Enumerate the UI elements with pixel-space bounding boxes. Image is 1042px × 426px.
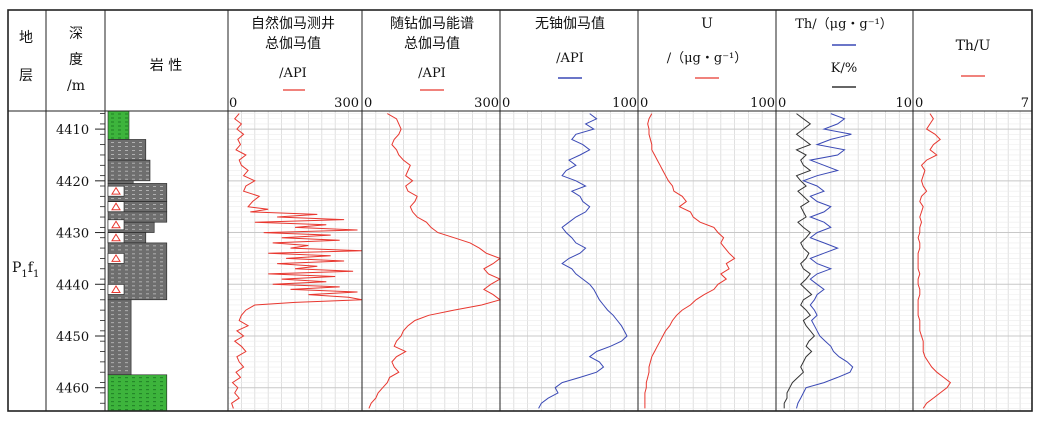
curve-thk-Th	[796, 113, 854, 409]
tuff-triangle	[111, 284, 121, 293]
formation-mid: f	[28, 260, 35, 276]
u-tick-min: 0	[640, 96, 648, 111]
sgr-tick-min: 0	[229, 96, 237, 111]
thk-tick-min: 0	[778, 96, 786, 111]
formation-base: P	[12, 260, 21, 276]
depth-label: 4460	[56, 382, 89, 397]
thk-tick-max: 10	[895, 96, 912, 111]
depth-header-unit: /m	[67, 78, 85, 94]
u-unit: /（μg・g⁻¹）	[667, 51, 748, 66]
cgr-tick-max: 100	[612, 96, 637, 111]
track-header-cgr: 无铀伽马值 /API 0 100	[502, 16, 637, 111]
curve-u-U	[644, 113, 736, 409]
plot-layer: 4410 4420 4430 4440 4450 4460	[56, 110, 1032, 412]
sgr-title-1: 自然伽马测井	[251, 15, 335, 32]
track-header-thu: Th/U 0 7	[915, 38, 1029, 111]
tuff-triangle	[111, 253, 121, 262]
cgr-tick-min: 0	[502, 96, 510, 111]
curve-sgr-自然伽马测井总伽马值	[231, 113, 363, 409]
curve-cgr-无铀伽马值	[538, 113, 628, 409]
sgr-unit: /API	[279, 66, 307, 81]
formation-sub2: 1	[33, 269, 39, 280]
lwd-title-2: 总伽马值	[404, 36, 460, 52]
depth-header-2: 度	[69, 52, 83, 68]
lwd-tick-max: 300	[474, 96, 499, 111]
lith-bed-sand	[107, 374, 168, 412]
thu-tick-min: 0	[915, 96, 923, 111]
u-title-1: U	[701, 16, 713, 32]
tuff-triangle	[111, 233, 121, 242]
depth-label: 4410	[56, 123, 89, 138]
strat-header-2: 层	[19, 68, 33, 84]
tuff-box	[107, 232, 125, 244]
curve-thk-K	[783, 113, 816, 409]
th-title: Th/（μg・g⁻¹）	[795, 17, 893, 32]
tuff-box	[107, 219, 125, 231]
lwd-tick-min: 0	[364, 96, 372, 111]
thu-title: Th/U	[956, 38, 991, 54]
u-tick-max: 100	[750, 96, 775, 111]
track-header-sgr: 自然伽马测井 总伽马值 /API 0 300	[229, 15, 359, 111]
tuff-triangle	[111, 186, 121, 195]
tuff-box	[107, 284, 125, 295]
cgr-unit: /API	[556, 51, 584, 66]
depth-label: 4420	[56, 175, 89, 190]
depth-label: 4430	[56, 227, 89, 242]
tuff-triangle	[111, 220, 121, 229]
lwd-title-1: 随钻伽马能谱	[390, 16, 474, 32]
curve-lwd-随钻伽马能谱总伽马值	[368, 113, 502, 409]
depth-header-1: 深	[69, 26, 83, 42]
curve-thu-Th/U	[917, 113, 952, 409]
track-header-u: U /（μg・g⁻¹） 0 100	[640, 16, 775, 111]
k-title: K/%	[831, 61, 857, 76]
tuff-box	[107, 253, 125, 264]
depth-label: 4450	[56, 330, 89, 345]
lith-bed-sand	[107, 110, 130, 140]
svg-text:P1f1: P1f1	[12, 260, 39, 280]
track-header-lwd: 随钻伽马能谱 总伽马值 /API 0 300	[364, 16, 499, 111]
tuff-box	[107, 185, 125, 197]
depth-label: 4440	[56, 278, 89, 293]
tuff-box	[107, 201, 125, 212]
strat-header-1: 地	[19, 30, 33, 46]
lith-header: 岩 性	[150, 58, 182, 74]
formation-sub1: 1	[21, 269, 27, 280]
cgr-title-1: 无铀伽马值	[535, 16, 605, 32]
tuff-triangle	[111, 202, 121, 211]
lwd-unit: /API	[418, 66, 446, 81]
lith-bed-shale	[107, 180, 134, 184]
thu-tick-max: 7	[1021, 96, 1029, 111]
track-header-thk: Th/（μg・g⁻¹） K/% 0 10	[778, 17, 912, 111]
frame	[7, 9, 1033, 412]
formation-label: P1f1	[12, 260, 39, 280]
sgr-tick-max: 300	[334, 96, 359, 111]
sgr-title-2: 总伽马值	[265, 36, 321, 52]
lith-bed-shale	[107, 159, 151, 182]
